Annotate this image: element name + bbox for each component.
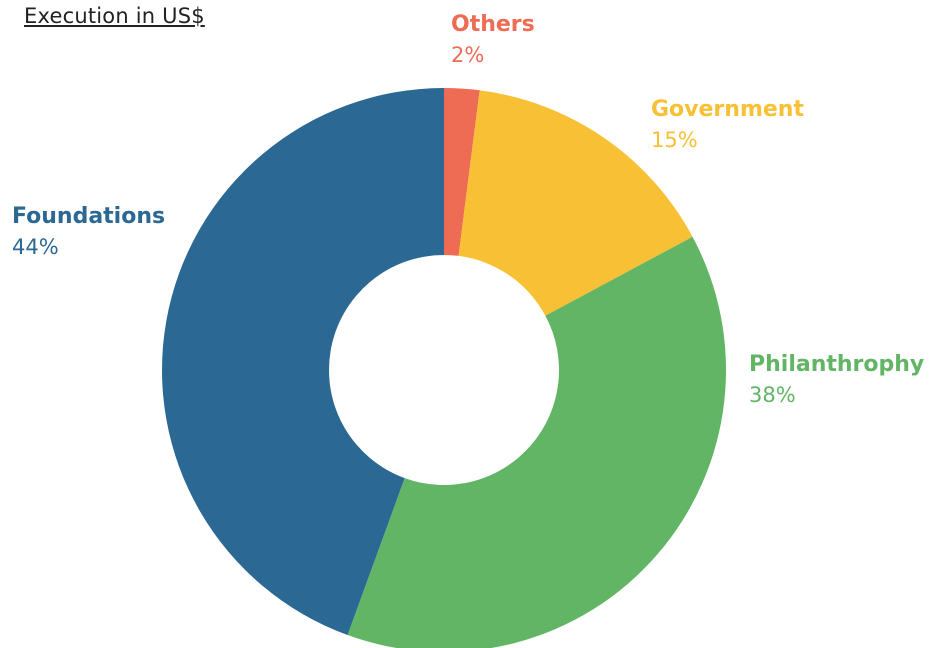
legend-label-government: Government 15%	[651, 95, 804, 155]
slice-percent-philanthrophy: 38%	[749, 383, 796, 407]
slice-name-government: Government	[651, 97, 804, 122]
chart-title: Execution in US$	[24, 4, 205, 28]
slice-name-others: Others	[451, 12, 535, 37]
slice-foundations	[162, 88, 444, 635]
legend-label-others: Others 2%	[451, 10, 535, 70]
slice-government	[458, 90, 693, 316]
slice-name-foundations: Foundations	[12, 204, 166, 229]
legend-label-foundations: Foundations 44%	[12, 202, 165, 262]
legend-label-philanthrophy: Philanthrophy 38%	[749, 350, 924, 410]
slice-name-philanthrophy: Philanthrophy	[749, 352, 925, 377]
slice-percent-government: 15%	[651, 128, 698, 152]
slice-others	[444, 88, 480, 256]
slice-percent-others: 2%	[451, 43, 485, 67]
slice-philanthrophy	[347, 236, 726, 648]
slice-percent-foundations: 44%	[12, 235, 59, 259]
